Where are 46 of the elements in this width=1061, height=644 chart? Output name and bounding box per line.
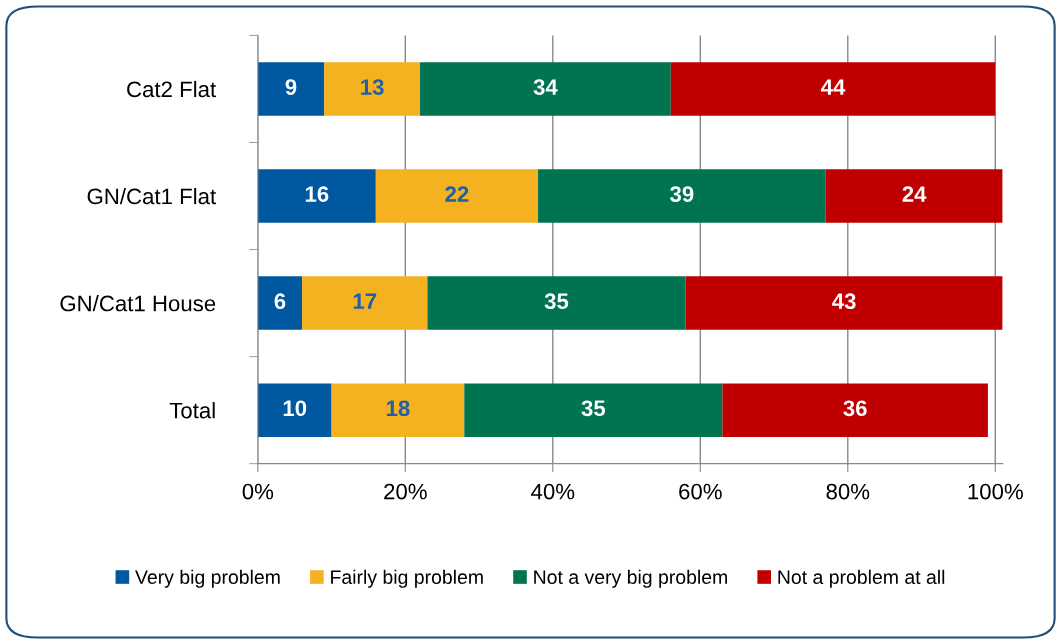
data-label: 13 <box>361 79 384 95</box>
bar <box>257 62 325 116</box>
bar <box>538 169 826 223</box>
x-tick-label: 40% <box>531 483 575 500</box>
bar <box>420 62 671 116</box>
bar <box>375 169 539 223</box>
bar <box>331 383 465 437</box>
y-tick-label: Total <box>169 402 215 419</box>
bar <box>670 62 996 116</box>
data-label: 10 <box>283 400 307 417</box>
y-tick-label: GN/Cat1 House <box>60 295 216 312</box>
x-tick-label: 100% <box>968 483 1023 500</box>
legend-label: Not a very big problem <box>534 569 727 588</box>
data-label: 35 <box>581 400 606 417</box>
data-label: 17 <box>353 293 377 309</box>
bar <box>257 169 376 223</box>
bar <box>302 276 428 330</box>
data-label: 43 <box>832 293 856 310</box>
bar <box>825 169 1003 223</box>
x-tick-label: 60% <box>679 483 722 500</box>
x-tick-label: 0% <box>242 483 274 500</box>
data-label: 18 <box>386 400 410 417</box>
legend-label: Fairly big problem <box>331 569 483 588</box>
data-label: 24 <box>902 186 927 202</box>
legend-label: Not a problem at all <box>778 569 945 588</box>
data-label: 36 <box>843 400 867 417</box>
y-tick-label: GN/Cat1 Flat <box>87 187 216 205</box>
bar <box>257 276 303 330</box>
bar <box>464 383 723 437</box>
data-label: 39 <box>670 186 694 203</box>
bar <box>685 276 1003 330</box>
data-label: 6 <box>274 293 286 310</box>
y-tick-label: Cat2 Flat <box>127 80 216 98</box>
data-label: 16 <box>305 186 329 202</box>
data-label: 22 <box>445 186 469 202</box>
bar <box>722 383 988 437</box>
data-label: 35 <box>544 293 569 310</box>
x-tick-label: 80% <box>826 483 870 500</box>
bar <box>427 276 686 330</box>
data-label: 44 <box>821 79 846 95</box>
x-tick-label: 20% <box>384 483 427 500</box>
data-label: 34 <box>533 79 558 95</box>
legend-label: Very big problem <box>135 569 280 588</box>
bar <box>324 62 421 116</box>
bar <box>257 383 332 437</box>
data-label: 9 <box>285 79 297 95</box>
